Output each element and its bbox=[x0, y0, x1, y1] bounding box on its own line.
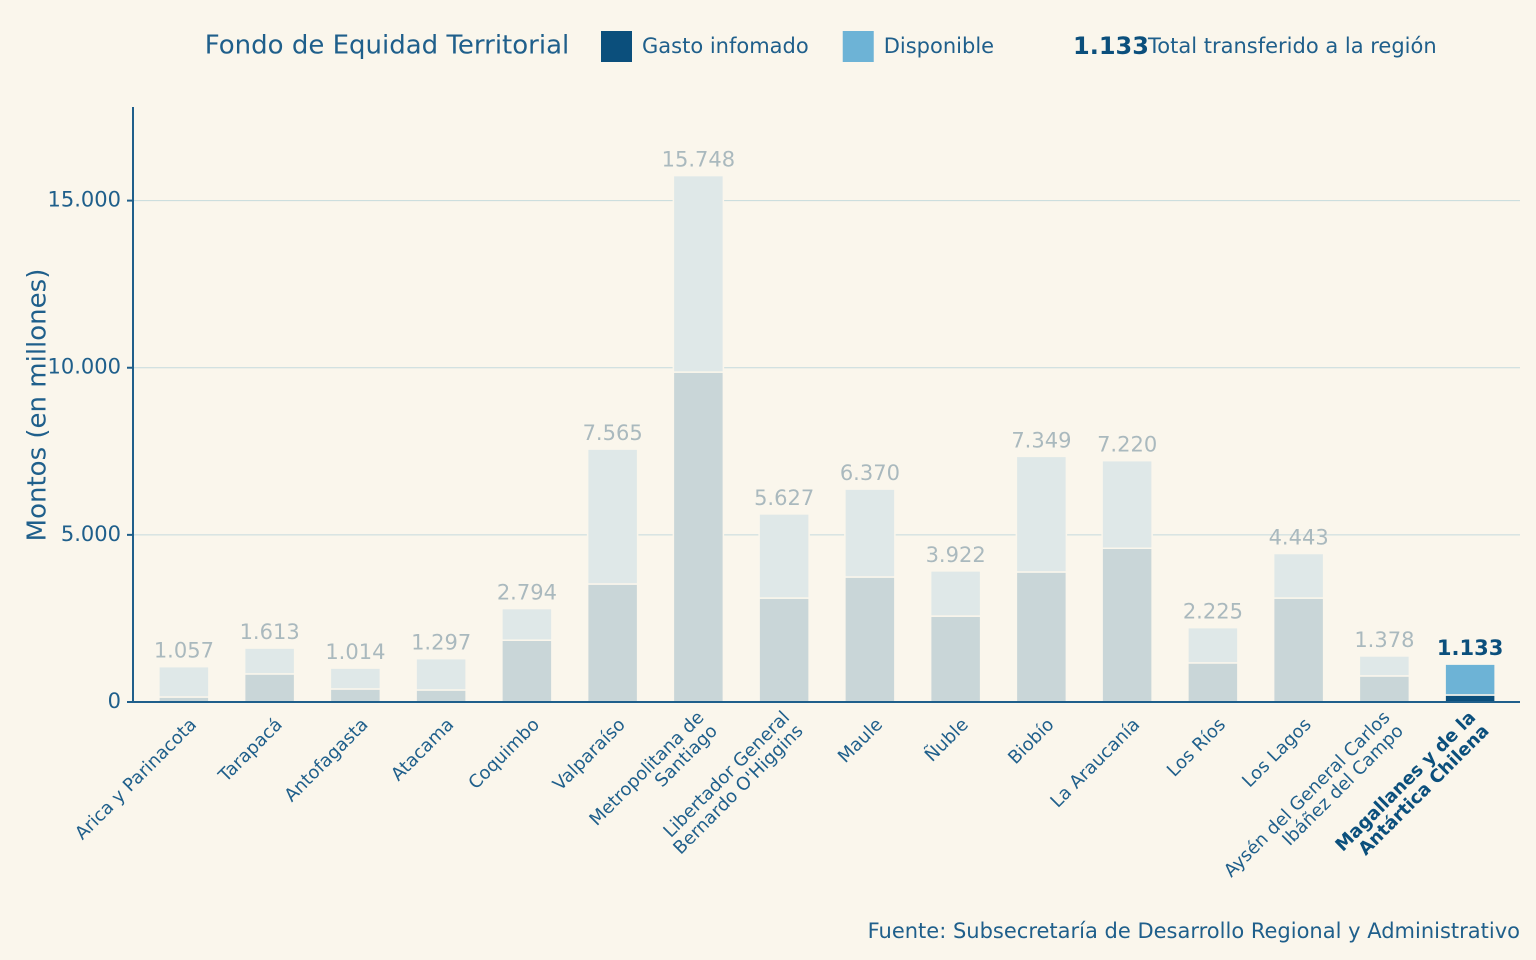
bar-segment bbox=[1101, 547, 1153, 703]
bar-segment bbox=[1444, 694, 1496, 703]
x-tick-label: Los Lagos bbox=[1238, 714, 1316, 792]
legend-label: Disponible bbox=[884, 34, 994, 58]
y-tick-label: 10.000 bbox=[48, 355, 121, 379]
total-label: 7.565 bbox=[583, 421, 643, 445]
bar-segment bbox=[672, 174, 725, 373]
y-tick-label: 5.000 bbox=[61, 522, 121, 546]
y-tick-label: 15.000 bbox=[48, 188, 121, 212]
legend-swatch bbox=[601, 31, 632, 62]
bar-segment bbox=[844, 488, 896, 578]
bar-segment bbox=[758, 597, 810, 703]
total-label: 4.443 bbox=[1269, 525, 1329, 549]
x-tick-label: Biobío bbox=[1004, 714, 1058, 768]
bar-segment bbox=[1101, 459, 1153, 549]
x-tick-label: Atacama bbox=[387, 714, 458, 785]
total-label: 5.627 bbox=[754, 486, 814, 510]
bar-segment bbox=[158, 665, 210, 698]
total-label: 1.297 bbox=[411, 631, 471, 655]
legend-label: Gasto infomado bbox=[642, 34, 809, 58]
x-tick-label: Maule bbox=[834, 714, 887, 767]
bar-segment bbox=[844, 576, 896, 703]
bar-segment bbox=[929, 615, 982, 703]
bar-segment bbox=[758, 513, 810, 599]
bar-segment bbox=[329, 688, 382, 703]
total-label: 1.613 bbox=[240, 620, 300, 644]
bar-segment bbox=[501, 639, 553, 703]
total-label: 15.748 bbox=[662, 148, 735, 172]
y-axis-title: Montos (en millones) bbox=[23, 269, 53, 542]
total-label: 1.014 bbox=[325, 640, 385, 664]
total-label: 1.378 bbox=[1354, 628, 1414, 652]
bar-segment bbox=[1444, 663, 1496, 696]
bar-segment bbox=[1358, 675, 1411, 703]
bar-segment bbox=[243, 647, 296, 675]
x-tick-label: La Araucanía bbox=[1046, 714, 1144, 812]
bar-segment bbox=[1015, 455, 1068, 573]
legend-label: Total transferido a la región bbox=[1147, 34, 1437, 58]
bar-segment bbox=[501, 607, 553, 641]
bar-segment bbox=[415, 657, 467, 691]
bar-segment bbox=[1187, 662, 1239, 703]
bar-segment bbox=[1358, 655, 1411, 677]
total-label: 7.220 bbox=[1097, 433, 1157, 457]
legend-swatch bbox=[842, 31, 874, 62]
bar-segment bbox=[1272, 552, 1325, 599]
total-label: 2.794 bbox=[497, 581, 557, 605]
y-tick-label: 0 bbox=[108, 689, 121, 713]
total-label: 2.225 bbox=[1183, 600, 1243, 624]
x-tick-label: Coquimbo bbox=[464, 714, 543, 793]
bar-segment bbox=[1187, 626, 1239, 664]
x-tick-label: Antofagasta bbox=[280, 714, 372, 806]
bar-segment bbox=[1272, 597, 1325, 703]
total-label: 7.349 bbox=[1011, 428, 1071, 452]
bar-segment bbox=[243, 673, 296, 703]
total-label: 3.922 bbox=[926, 543, 986, 567]
x-tick-label: Ñuble bbox=[920, 714, 973, 767]
bar-segment bbox=[929, 570, 982, 617]
bar-segment bbox=[415, 689, 467, 703]
bar-segment bbox=[672, 371, 725, 703]
source: Fuente: Subsecretaría de Desarrollo Regi… bbox=[868, 919, 1520, 943]
bar-segment bbox=[329, 667, 382, 690]
bar-segment bbox=[586, 583, 639, 703]
x-tick-label: Los Ríos bbox=[1163, 714, 1230, 781]
bar-segment bbox=[586, 448, 639, 585]
total-label: 6.370 bbox=[840, 461, 900, 485]
bar-segment bbox=[1015, 571, 1068, 703]
legend-total-sample: 1.133 bbox=[1073, 32, 1149, 60]
total-label: 1.133 bbox=[1437, 636, 1503, 660]
x-tick-label: Tarapacá bbox=[214, 714, 287, 787]
x-tick-label: Arica y Parinacota bbox=[71, 714, 201, 844]
chart-title: Fondo de Equidad Territorial bbox=[205, 31, 569, 61]
total-label: 1.057 bbox=[154, 639, 214, 663]
